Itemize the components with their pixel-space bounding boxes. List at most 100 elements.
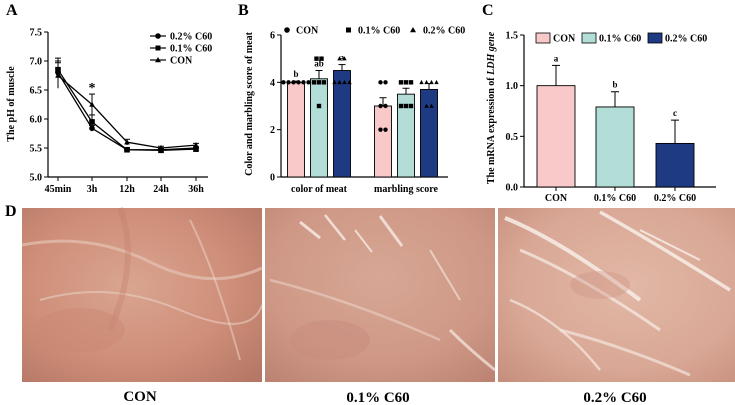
c-bar-0 [536, 85, 576, 188]
c-y-tick-label-3: 1.5 [506, 31, 519, 42]
b-point-0-2-3 [337, 79, 342, 85]
b-legend-marker-square [346, 27, 351, 33]
a-legend-marker-square [155, 45, 161, 51]
a-y-axis-label: The pH of muscle [6, 66, 17, 142]
a-point-2-2 [124, 139, 130, 145]
a-legend-item-0: 0.2% C60 [150, 32, 212, 43]
b-point-0-0-2 [291, 80, 296, 85]
b-point-1-2-4 [424, 103, 429, 108]
b-x-tick-label-0: color of meat [291, 184, 348, 195]
b-y-tick-label-3: 6 [270, 31, 275, 42]
b-point-0-0-4 [301, 80, 306, 85]
panel-label-a: A [6, 2, 18, 19]
panel-b-bar-chart: Color and marbling score of meat 0 2 4 6 b a… [244, 26, 465, 196]
a-point-2-3 [158, 144, 164, 151]
c-x-tick-label-2: 0.2% C60 [654, 193, 696, 204]
b-bar-group-1-1 [397, 80, 415, 178]
c-y-tick-label-1: 0.5 [506, 132, 519, 143]
c-errorbar-0 [552, 64, 560, 86]
a-series-2 [55, 62, 199, 151]
b-point-1-2-1 [424, 79, 429, 85]
b-bar-0-2 [333, 70, 351, 178]
b-point-1-1-3 [398, 103, 404, 109]
b-legend-marker-triangle [410, 27, 416, 33]
a-point-2-0 [55, 72, 61, 78]
b-y-tick-label-2: 4 [270, 78, 275, 89]
b-point-0-0-1 [286, 80, 291, 85]
a-point-1-4 [193, 146, 199, 152]
b-point-1-1-5 [408, 103, 414, 109]
a-legend-item-1: 0.1% C60 [150, 44, 212, 55]
a-y-tick-label-5: 7.5 [30, 28, 43, 39]
b-legend-marker-circle [284, 27, 290, 33]
c-errorbar-2 [671, 119, 679, 144]
b-point-0-2-0 [337, 56, 342, 61]
panel-label-d: D [5, 203, 17, 220]
b-bar-0-0 [287, 81, 305, 178]
a-y-tick-label-2: 6.0 [30, 115, 43, 126]
b-bar-group-1-0 [374, 80, 392, 178]
a-legend: 0.2% C60 0.1% C60 CON [150, 32, 212, 67]
b-sig-label-0-2: a [340, 53, 345, 63]
a-x-ticks: 45min 3h 12h 24h 36h [45, 177, 204, 195]
a-series-line-0 [57, 72, 197, 151]
c-legend-label-2: 0.2% C60 [665, 34, 707, 45]
b-x-ticks: color of meat marbling score [291, 184, 438, 195]
b-errorbar-0-2 [338, 64, 346, 71]
a-point-1-1 [89, 119, 95, 125]
c-sig-label-2: c [673, 108, 677, 118]
c-x-ticks: CON 0.1% C60 0.2% C60 [545, 187, 696, 204]
b-point-1-1-2 [408, 80, 414, 85]
a-legend-label-0: 0.2% C60 [170, 32, 212, 43]
panel-c-bar-chart: The mRNA expression of LDH gene 0.0 0.5 1.… [486, 31, 716, 204]
b-point-1-0-3 [378, 127, 383, 132]
c-sig-label-1: b [612, 80, 617, 90]
c-bar-group-1: b [595, 80, 635, 188]
c-y-axis-label-gene: LDH gene [486, 31, 497, 76]
a-legend-label-1: 0.1% C60 [170, 44, 212, 55]
photo-0.1-c60 [265, 208, 496, 382]
c-bars: a b c [536, 53, 695, 188]
b-bars: b ab a [281, 53, 439, 178]
c-legend-label-1: 0.1% C60 [599, 34, 641, 45]
a-series-lines [55, 57, 199, 154]
b-point-0-1-5 [316, 103, 322, 109]
c-errorbar-1 [611, 91, 619, 107]
b-point-1-0-0 [378, 80, 383, 85]
b-point-1-1-0 [398, 80, 404, 85]
b-point-1-2-3 [434, 79, 439, 85]
b-point-1-2-0 [419, 79, 424, 85]
c-bar-group-2: c [655, 108, 695, 188]
b-point-1-0-5 [383, 103, 388, 109]
c-legend-swatch-1 [581, 32, 597, 44]
b-point-1-1-4 [403, 103, 409, 109]
b-point-1-2-5 [429, 103, 434, 108]
b-point-0-1-1 [319, 56, 324, 61]
b-point-0-2-4 [342, 79, 347, 85]
b-point-1-2-2 [429, 79, 434, 85]
a-significance-asterisk: * [89, 81, 96, 96]
b-legend: CON 0.1% C60 0.2% C60 [284, 26, 465, 37]
b-point-0-1-0 [314, 56, 319, 61]
b-point-0-0-5 [306, 80, 311, 85]
c-bar-1 [595, 106, 635, 188]
c-x-tick-label-1: 0.1% C60 [594, 193, 636, 204]
c-y-tick-label-2: 1.0 [506, 81, 519, 92]
b-point-1-0-1 [383, 80, 388, 85]
photo-0.2-c60 [498, 208, 735, 382]
b-errorbar-0-1 [315, 70, 323, 79]
b-sig-label-0-0: b [293, 69, 298, 79]
b-sig-label-0-1: ab [314, 59, 324, 69]
a-legend-marker-circle [155, 33, 161, 39]
a-point-1-2 [124, 146, 130, 153]
b-y-ticks: 0 2 4 6 [270, 31, 281, 184]
b-point-0-0-3 [296, 80, 301, 85]
c-y-axis-label: The mRNA expression of LDH gene [486, 31, 497, 184]
a-x-tick-label-4: 36h [188, 184, 204, 195]
b-point-1-0-2 [378, 103, 383, 109]
b-errorbar-1-0 [379, 97, 387, 106]
c-y-ticks: 0.0 0.5 1.0 1.5 [506, 31, 524, 194]
panel-a-line-chart: The pH of muscle 5.0 5.5 6.0 6.5 7.0 7.5 45mi… [6, 28, 212, 196]
c-legend-swatch-0 [535, 32, 551, 44]
a-x-tick-label-3: 24h [153, 184, 169, 195]
